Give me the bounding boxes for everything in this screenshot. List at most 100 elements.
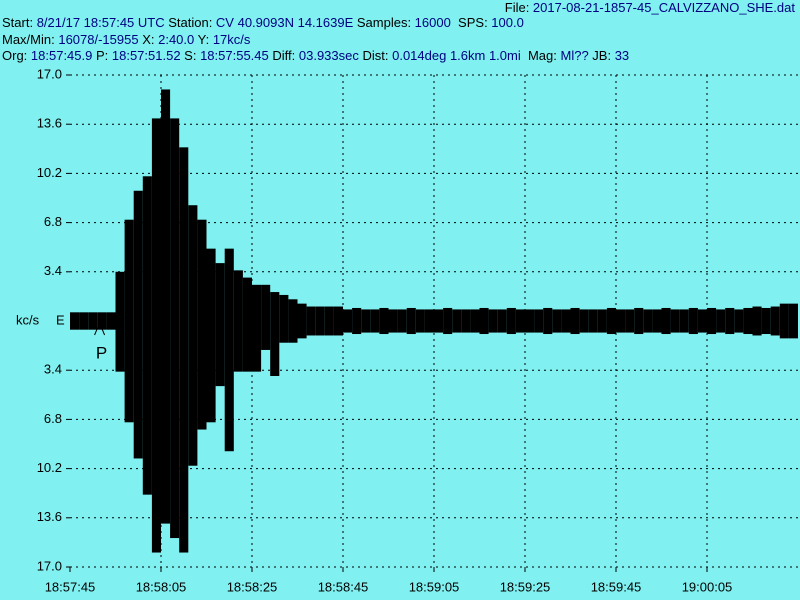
trace-envelope [352,307,362,335]
trace-envelope [697,309,707,333]
trace-envelope [306,306,316,336]
header-label: Dist: [359,48,392,63]
y-tick-label: 13.6 [37,116,62,131]
trace-envelope [634,307,644,335]
trace-envelope [315,306,325,336]
pick-label: P [96,343,107,362]
trace-envelope [643,309,653,333]
trace-envelope [233,270,243,372]
trace-envelope [552,309,562,333]
x-tick-label: 18:59:25 [500,579,551,594]
trace-envelope [588,309,598,333]
header-value: Ml?? [561,48,589,63]
header-label: Mag: [521,48,561,63]
header-value: 33 [615,48,629,63]
header-label: SPS: [451,15,491,30]
trace-envelope [279,294,289,343]
header-value: 18:57:55.45 [200,48,269,63]
y-tick-label: 17.0 [37,558,62,573]
trace-envelope [479,307,489,335]
header-label: X: [139,32,159,47]
y-tick-label: 10.2 [37,165,62,180]
header-label: Org: [2,48,31,63]
trace-envelope [397,309,407,333]
trace-envelope [497,309,507,333]
trace-envelope [224,248,234,452]
header-label: Y: [194,32,213,47]
header-value: 18:57:51.52 [112,48,181,63]
trace-envelope [525,309,535,333]
trace-envelope [570,307,580,335]
pick-marker [94,321,106,336]
trace-envelope [188,205,198,466]
header-label: Samples: [353,15,414,30]
trace-envelope [734,309,744,333]
trace-envelope [434,309,444,333]
trace-envelope [288,299,298,343]
header-label: Max/Min: [2,32,58,47]
trace-envelope [133,190,143,459]
x-tick-label: 18:59:45 [591,579,642,594]
trace-envelope [124,219,134,423]
trace-envelope [151,118,161,553]
trace-envelope [406,307,416,335]
y-tick-label: 3.4 [44,362,62,377]
header-value: 100.0 [491,15,524,30]
trace-envelope [616,309,626,333]
trace-envelope [415,309,425,333]
header-value: 16000 [415,15,451,30]
trace-envelope [379,307,389,335]
trace-envelope [743,307,753,335]
header-value: 18:57:45.9 [31,48,92,63]
header-label: File: [505,0,533,15]
trace-envelope [761,307,771,335]
trace-envelope [215,263,225,387]
trace-envelope [579,309,589,333]
trace-envelope [625,309,635,333]
trace-envelope [270,292,280,376]
header-value: 8/21/17 18:57:45 UTC [37,15,165,30]
x-tick-label: 18:57:45 [45,579,96,594]
header-line: Max/Min: 16078/-15955 X: 2:40.0 Y: 17kc/… [2,32,251,47]
trace-envelope [779,303,789,339]
header-label: P: [92,48,112,63]
trace-envelope [770,306,780,336]
trace-envelope [370,309,380,333]
trace-envelope [206,248,216,423]
trace-envelope [515,309,525,333]
header-value: CV 40.9093N 14.1639E [216,15,354,30]
trace-envelope [252,284,262,372]
trace-envelope [470,309,480,333]
header-label: S: [181,48,201,63]
x-tick-label: 18:58:05 [136,579,187,594]
trace-envelope [652,309,662,333]
trace-envelope [161,89,171,524]
trace-envelope [716,309,726,333]
trace-envelope [488,309,498,333]
trace-envelope [725,307,735,335]
trace-envelope [424,309,434,333]
y-tick-label: 6.8 [44,411,62,426]
trace-envelope [679,309,689,333]
header-label: Start: [2,15,37,30]
trace-envelope [97,312,107,330]
trace-envelope [707,307,717,335]
trace-envelope [752,306,762,336]
header-value: 2:40.0 [158,32,194,47]
trace-envelope [361,309,371,333]
component-label: E [56,312,65,327]
trace-envelope [333,306,343,336]
trace-envelope [543,307,553,335]
header-label: Diff: [269,48,299,63]
y-tick-label: 3.4 [44,263,62,278]
trace-envelope [661,307,671,335]
y-tick-label: 17.0 [37,66,62,81]
trace-envelope [142,176,152,495]
header-value: 2017-08-21-1857-45_CALVIZZANO_SHE.dat [533,0,795,15]
header-line: Org: 18:57:45.9 P: 18:57:51.52 S: 18:57:… [2,48,629,63]
header-value: 03.933sec [299,48,359,63]
trace-envelope [88,312,98,330]
trace-envelope [506,307,516,335]
trace-envelope [70,312,80,330]
